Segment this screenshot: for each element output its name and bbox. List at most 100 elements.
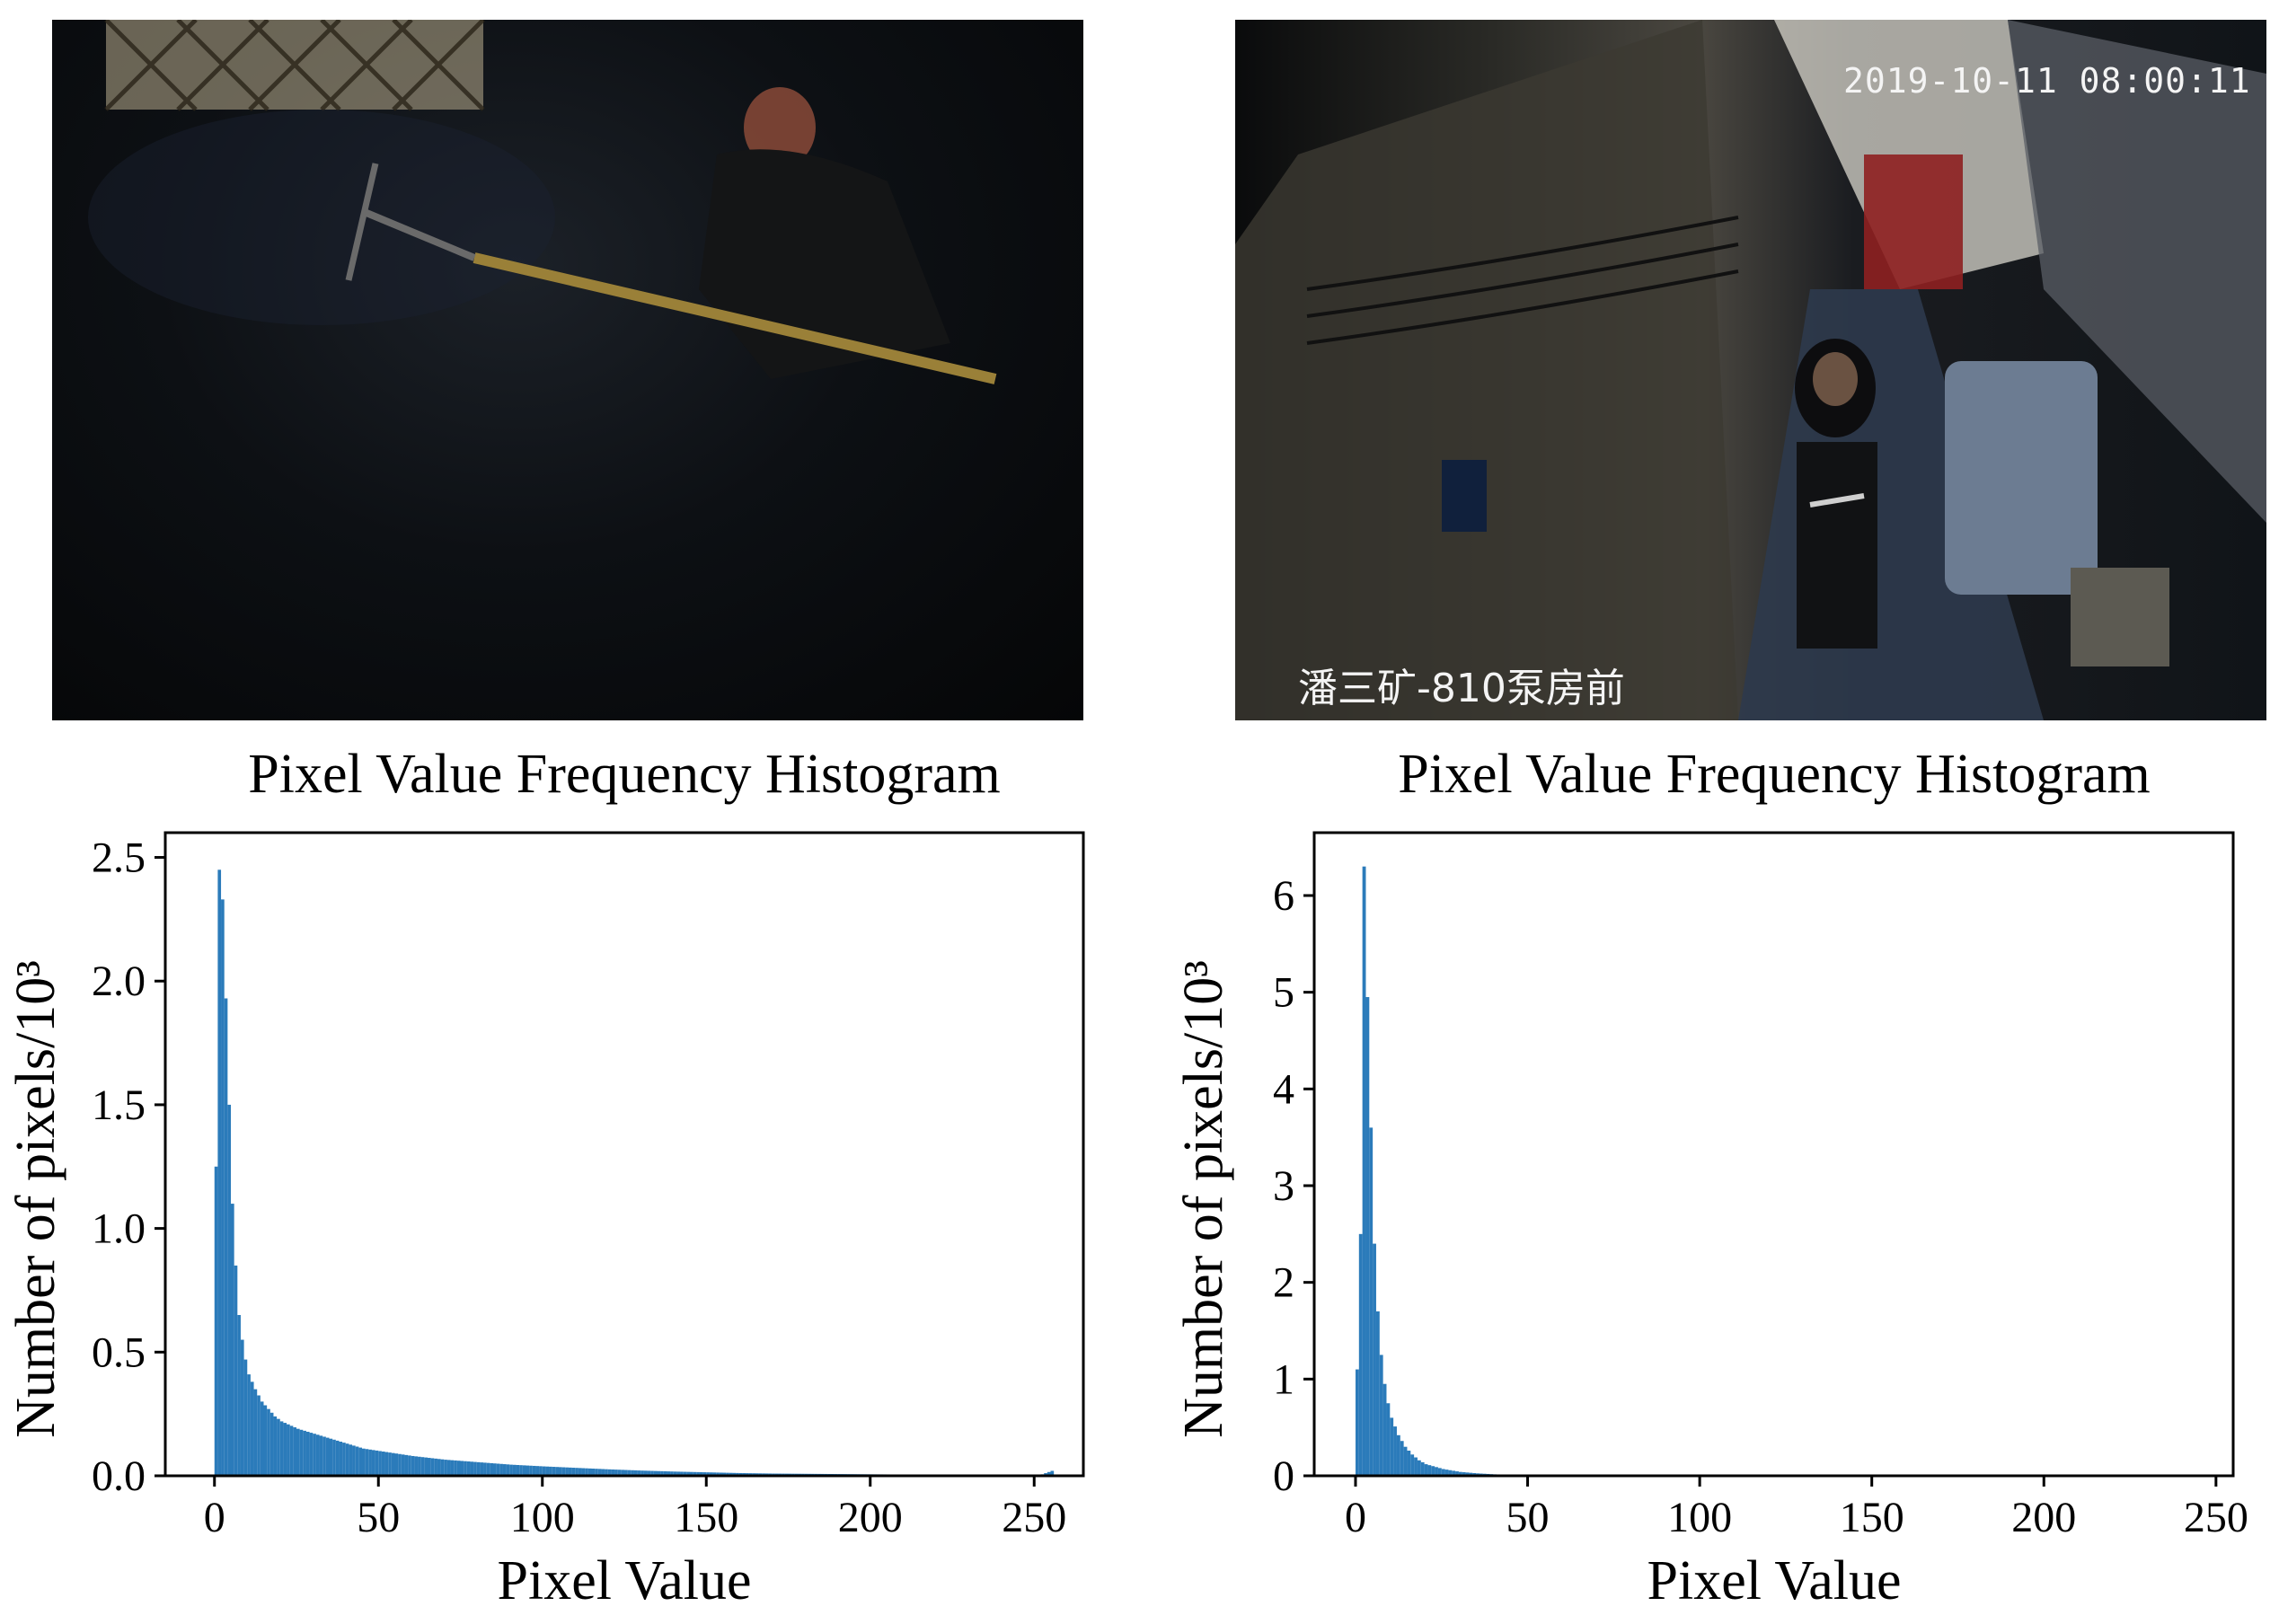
histogram-right: Pixel Value Frequency Histogram Number o…: [1139, 746, 2279, 1620]
histogram-bar: [457, 1461, 461, 1476]
histogram-bar: [330, 1439, 333, 1476]
histogram-bar: [1376, 1311, 1380, 1476]
histogram-bar: [461, 1461, 464, 1476]
histogram-bar: [1421, 1462, 1425, 1476]
y-tick-label: 0.5: [92, 1328, 146, 1376]
histogram-bar: [1369, 1127, 1373, 1476]
histogram-bar: [375, 1451, 379, 1476]
histogram-bar: [404, 1455, 408, 1476]
y-tick-label: 4: [1273, 1065, 1294, 1113]
histogram-bar: [473, 1462, 477, 1476]
histogram-bar: [519, 1465, 523, 1476]
histogram-bar: [424, 1458, 428, 1476]
x-tick-label: 150: [674, 1494, 738, 1541]
histogram-bar: [533, 1466, 536, 1476]
histogram-bar: [1407, 1451, 1410, 1476]
histogram-bar: [342, 1443, 346, 1476]
x-tick-label: 100: [1667, 1494, 1732, 1541]
histogram-bar: [316, 1434, 320, 1476]
histogram-bar: [454, 1461, 457, 1476]
histogram-bar: [270, 1413, 274, 1476]
chart-title: Pixel Value Frequency Histogram: [1398, 746, 2150, 805]
histogram-bar: [414, 1456, 418, 1476]
histogram-bar: [517, 1465, 520, 1476]
histogram-bar: [287, 1425, 290, 1476]
histogram-bar: [231, 1204, 234, 1476]
y-tick-label: 1.0: [92, 1205, 146, 1253]
x-axis-label: Pixel Value: [1647, 1550, 1902, 1611]
histogram-bar: [1365, 997, 1369, 1476]
histogram-bar: [296, 1429, 300, 1476]
histogram-bar: [1386, 1403, 1390, 1476]
y-tick-label: 0: [1273, 1452, 1294, 1500]
histogram-bar: [483, 1462, 487, 1476]
histogram-bar: [283, 1423, 287, 1476]
histogram-bar: [326, 1438, 330, 1476]
histogram-bar: [513, 1465, 517, 1476]
histogram-bar: [447, 1460, 451, 1476]
histogram-bar: [1373, 1244, 1376, 1476]
histogram-bar: [499, 1464, 503, 1476]
histogram-bar: [378, 1451, 382, 1476]
histogram-bar: [1393, 1426, 1397, 1476]
histogram-bar: [1425, 1464, 1428, 1476]
histogram-bar: [497, 1464, 500, 1476]
histogram-bar: [254, 1390, 258, 1476]
histogram-bar: [362, 1449, 366, 1476]
x-tick-label: 200: [2011, 1494, 2076, 1541]
histogram-bar: [273, 1417, 277, 1476]
histogram-bar: [293, 1427, 296, 1476]
histogram-bar: [411, 1456, 415, 1476]
histogram-bar: [539, 1466, 543, 1476]
histogram-bar: [244, 1360, 248, 1476]
x-tick-label: 250: [2184, 1494, 2248, 1541]
histogram-bar: [1380, 1355, 1383, 1476]
histogram-bar: [408, 1455, 411, 1476]
histogram-left-svg: Pixel Value Frequency Histogram Number o…: [0, 746, 1139, 1620]
y-tick-label: 5: [1273, 969, 1294, 1017]
axes-frame: [165, 833, 1083, 1476]
histogram-bar: [241, 1340, 244, 1476]
histogram-bar: [277, 1419, 280, 1476]
y-axis-label: Number of pixels/10³: [1173, 960, 1234, 1438]
histogram-bar: [487, 1463, 490, 1476]
x-tick-label: 0: [1345, 1494, 1366, 1541]
histogram-bar: [280, 1421, 284, 1476]
histogram-bar: [356, 1447, 359, 1476]
histogram-bar: [1363, 867, 1366, 1476]
histogram-bar: [290, 1425, 294, 1476]
histogram-bar: [523, 1465, 526, 1476]
histogram-bar: [507, 1464, 510, 1476]
camera-timestamp: 2019-10-11 08:00:11: [1843, 61, 2251, 101]
x-axis-label: Pixel Value: [498, 1550, 752, 1611]
histogram-bar: [234, 1266, 238, 1476]
histogram-bar: [368, 1450, 372, 1476]
histogram-bar: [257, 1396, 261, 1477]
histogram-bar: [320, 1435, 323, 1476]
histogram-bar: [444, 1460, 447, 1476]
histogram-bar: [346, 1443, 349, 1476]
histogram-bar: [1418, 1461, 1421, 1476]
histogram-bar: [215, 1167, 218, 1476]
histogram-bar: [237, 1315, 241, 1476]
histogram-bar: [441, 1460, 445, 1476]
histogram-bar: [1356, 1370, 1359, 1476]
histogram-bar: [322, 1436, 326, 1476]
mine-tunnel-photo: 2019-10-11 08:00:11 潘三矿-810泵房前: [1235, 20, 2266, 720]
histogram-bar: [549, 1467, 552, 1476]
histogram-bar: [543, 1467, 546, 1476]
histogram-bar: [431, 1458, 435, 1476]
x-tick-label: 50: [357, 1494, 400, 1541]
x-tick-label: 100: [510, 1494, 575, 1541]
camera-location-caption: 潘三矿-810泵房前: [1298, 656, 1625, 713]
histogram-bar: [1431, 1466, 1435, 1476]
histogram-bar: [339, 1442, 342, 1476]
y-tick-label: 6: [1273, 872, 1294, 920]
histogram-left: Pixel Value Frequency Histogram Number o…: [0, 746, 1139, 1620]
coal-miner-photo: [52, 20, 1083, 720]
histogram-bar: [313, 1434, 316, 1476]
histogram-bar: [388, 1452, 392, 1476]
histogram-bar: [1410, 1454, 1414, 1476]
histogram-bar: [545, 1467, 549, 1476]
